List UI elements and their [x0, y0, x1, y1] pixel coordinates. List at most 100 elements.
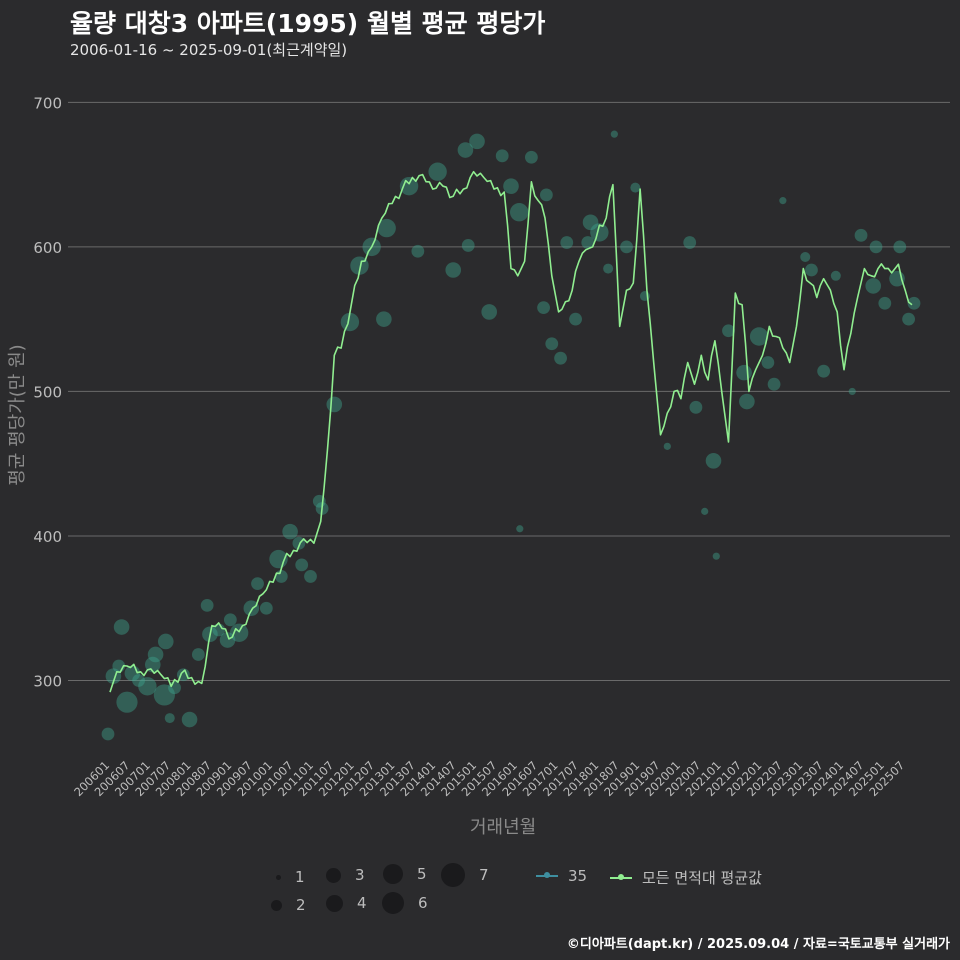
data-bubble-8: [144, 656, 161, 673]
data-bubble-21: [223, 613, 237, 627]
data-bubble-0: [101, 727, 115, 741]
legend-size-5-label: 5: [417, 865, 427, 883]
data-bubble-68: [683, 236, 697, 249]
data-bubble-15: [181, 711, 198, 728]
data-bubble-86: [865, 278, 882, 294]
data-bubble-45: [461, 239, 475, 252]
data-bubble-84: [848, 387, 856, 396]
legend-size-6-label: 6: [418, 894, 428, 912]
y-tick-label-300: 300: [33, 673, 62, 691]
data-bubble-9: [147, 646, 164, 663]
legend-series-35: 35: [536, 867, 587, 885]
data-bubble-7: [138, 677, 157, 696]
data-bubble-74: [736, 364, 752, 381]
data-bubble-47: [481, 304, 498, 320]
data-bubble-23: [243, 600, 260, 617]
data-bubble-83: [830, 270, 841, 281]
data-bubble-78: [767, 377, 781, 391]
data-bubble-56: [554, 351, 567, 365]
data-bubble-79: [779, 197, 787, 205]
legend-size-3-label: 3: [355, 866, 365, 884]
data-bubble-24: [251, 577, 264, 591]
legend-size-2-dot: [271, 899, 282, 911]
source-caption: ©디아파트(dapt.kr) / 2025.09.04 / 자료=국토교통부 실…: [566, 937, 950, 952]
legend-size-5: 5: [383, 864, 427, 884]
data-bubble-58: [569, 312, 582, 326]
data-bubble-90: [893, 240, 907, 254]
legend-size-7: 7: [441, 863, 489, 887]
data-bubble-3: [113, 619, 130, 635]
legend-size-6-dot: [382, 892, 404, 914]
data-bubble-51: [509, 202, 529, 222]
data-bubble-30: [295, 558, 309, 572]
chart-title: 율량 대창3 아파트(1995) 월별 평균 평당가: [70, 9, 546, 38]
data-bubble-6: [132, 674, 145, 687]
data-bubble-11: [164, 713, 175, 724]
data-bubble-53: [537, 301, 550, 314]
legend-size-7-label: 7: [479, 866, 489, 884]
data-bubble-10: [153, 684, 175, 706]
data-bubble-67: [663, 442, 671, 450]
legend-size-2-label: 2: [296, 896, 306, 914]
data-bubble-75: [739, 393, 755, 410]
legend-size-4-dot: [326, 894, 343, 912]
data-bubble-82: [817, 364, 831, 378]
y-tick-label-500: 500: [33, 383, 62, 401]
data-bubble-49: [503, 178, 519, 194]
legend-size-4-label: 4: [357, 894, 367, 912]
data-bubble-16: [191, 648, 205, 661]
data-bubble-85: [854, 228, 868, 242]
data-bubble-20: [219, 632, 236, 648]
data-bubble-31: [304, 570, 317, 583]
average-price-line: [109, 170, 913, 693]
legend-series-average-label: 모든 면적대 평균값: [642, 869, 762, 887]
legend-size-5-dot: [383, 864, 403, 884]
data-bubble-4: [116, 691, 138, 713]
data-bubble-52: [524, 150, 538, 164]
data-bubble-42: [428, 162, 447, 181]
data-bubble-61: [590, 223, 609, 242]
data-bubble-59: [581, 236, 595, 249]
data-bubble-63: [610, 130, 618, 138]
data-bubble-12: [157, 633, 174, 650]
data-bubble-70: [701, 507, 709, 515]
legend-series-35-label: 35: [568, 867, 588, 885]
data-bubble-46: [469, 133, 485, 150]
data-bubble-77: [761, 356, 775, 369]
legend-series-average-swatch: [610, 873, 632, 880]
legend-size-3-dot: [326, 867, 341, 883]
legend-size-1: 1: [270, 868, 305, 886]
data-bubble-38: [376, 311, 392, 327]
data-bubble-25: [259, 601, 273, 615]
data-bubble-54: [539, 188, 553, 202]
data-bubble-62: [603, 263, 614, 274]
legend-size-4: 4: [326, 894, 367, 912]
data-bubble-27: [274, 570, 288, 583]
legend-size-2: 2: [268, 896, 306, 914]
legend-series-average: 모든 면적대 평균값: [610, 867, 762, 888]
data-bubble-55: [545, 337, 559, 351]
data-bubble-43: [445, 262, 462, 278]
data-bubble-44: [457, 142, 474, 158]
y-tick-label-600: 600: [33, 239, 62, 257]
data-bubble-72: [712, 552, 720, 560]
data-bubble-73: [722, 324, 735, 338]
data-bubble-64: [620, 240, 633, 254]
data-bubble-65: [630, 182, 641, 193]
data-bubble-80: [800, 252, 811, 263]
data-bubble-76: [749, 327, 769, 346]
chart-plot: 3004005006007002006012006072007012007072…: [33, 94, 950, 799]
chart-subtitle: 2006-01-16 ~ 2025-09-01(최근계약일): [70, 41, 348, 59]
data-bubble-69: [689, 400, 703, 414]
data-bubble-50: [516, 525, 524, 533]
legend-series-35-swatch: [536, 872, 558, 878]
data-bubble-39: [377, 218, 396, 238]
data-bubble-48: [495, 149, 509, 163]
data-bubble-22: [229, 623, 249, 643]
data-bubble-28: [282, 523, 298, 540]
data-bubble-41: [411, 244, 425, 258]
data-bubble-91: [902, 312, 916, 326]
legend-size-1-dot: [276, 874, 281, 880]
data-bubble-71: [705, 453, 722, 469]
data-bubble-60: [582, 214, 599, 231]
